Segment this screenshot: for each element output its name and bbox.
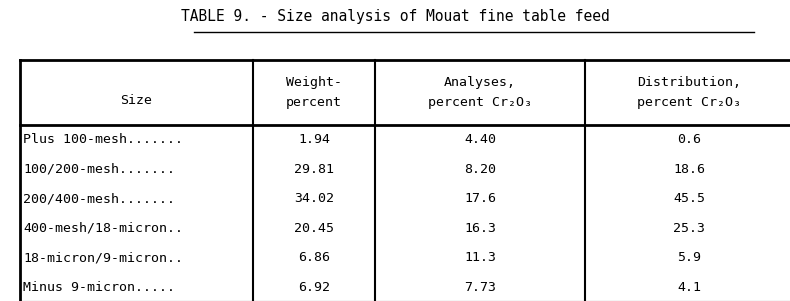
- Text: 200/400-mesh.......: 200/400-mesh.......: [23, 192, 175, 205]
- Text: percent Cr₂O₃: percent Cr₂O₃: [428, 96, 532, 109]
- Text: Weight-: Weight-: [286, 76, 342, 89]
- Text: 100/200-mesh.......: 100/200-mesh.......: [23, 163, 175, 176]
- Text: 4.1: 4.1: [677, 281, 702, 294]
- Text: percent Cr₂O₃: percent Cr₂O₃: [638, 96, 741, 109]
- Text: Minus 9-micron.....: Minus 9-micron.....: [23, 281, 175, 294]
- Text: 18-micron/9-micron..: 18-micron/9-micron..: [23, 251, 183, 264]
- Text: 5.9: 5.9: [677, 251, 702, 264]
- Text: 1.94: 1.94: [298, 133, 330, 146]
- Text: TABLE 9. - Size analysis of Mouat fine table feed: TABLE 9. - Size analysis of Mouat fine t…: [181, 9, 609, 24]
- Text: 20.45: 20.45: [294, 222, 334, 235]
- Text: 29.81: 29.81: [294, 163, 334, 176]
- Text: 16.3: 16.3: [464, 222, 496, 235]
- Text: 18.6: 18.6: [673, 163, 705, 176]
- Text: 8.20: 8.20: [464, 163, 496, 176]
- Text: percent: percent: [286, 96, 342, 109]
- Text: Plus 100-mesh.......: Plus 100-mesh.......: [23, 133, 183, 146]
- Text: 4.40: 4.40: [464, 133, 496, 146]
- Text: 17.6: 17.6: [464, 192, 496, 205]
- Text: Distribution,: Distribution,: [638, 76, 741, 89]
- Text: 6.86: 6.86: [298, 251, 330, 264]
- Text: 400-mesh/18-micron..: 400-mesh/18-micron..: [23, 222, 183, 235]
- Text: 7.73: 7.73: [464, 281, 496, 294]
- Text: Size: Size: [120, 94, 152, 107]
- Text: 0.6: 0.6: [677, 133, 702, 146]
- Text: 11.3: 11.3: [464, 251, 496, 264]
- Text: 45.5: 45.5: [673, 192, 705, 205]
- Text: 25.3: 25.3: [673, 222, 705, 235]
- Text: Analyses,: Analyses,: [444, 76, 516, 89]
- Text: 34.02: 34.02: [294, 192, 334, 205]
- Text: 6.92: 6.92: [298, 281, 330, 294]
